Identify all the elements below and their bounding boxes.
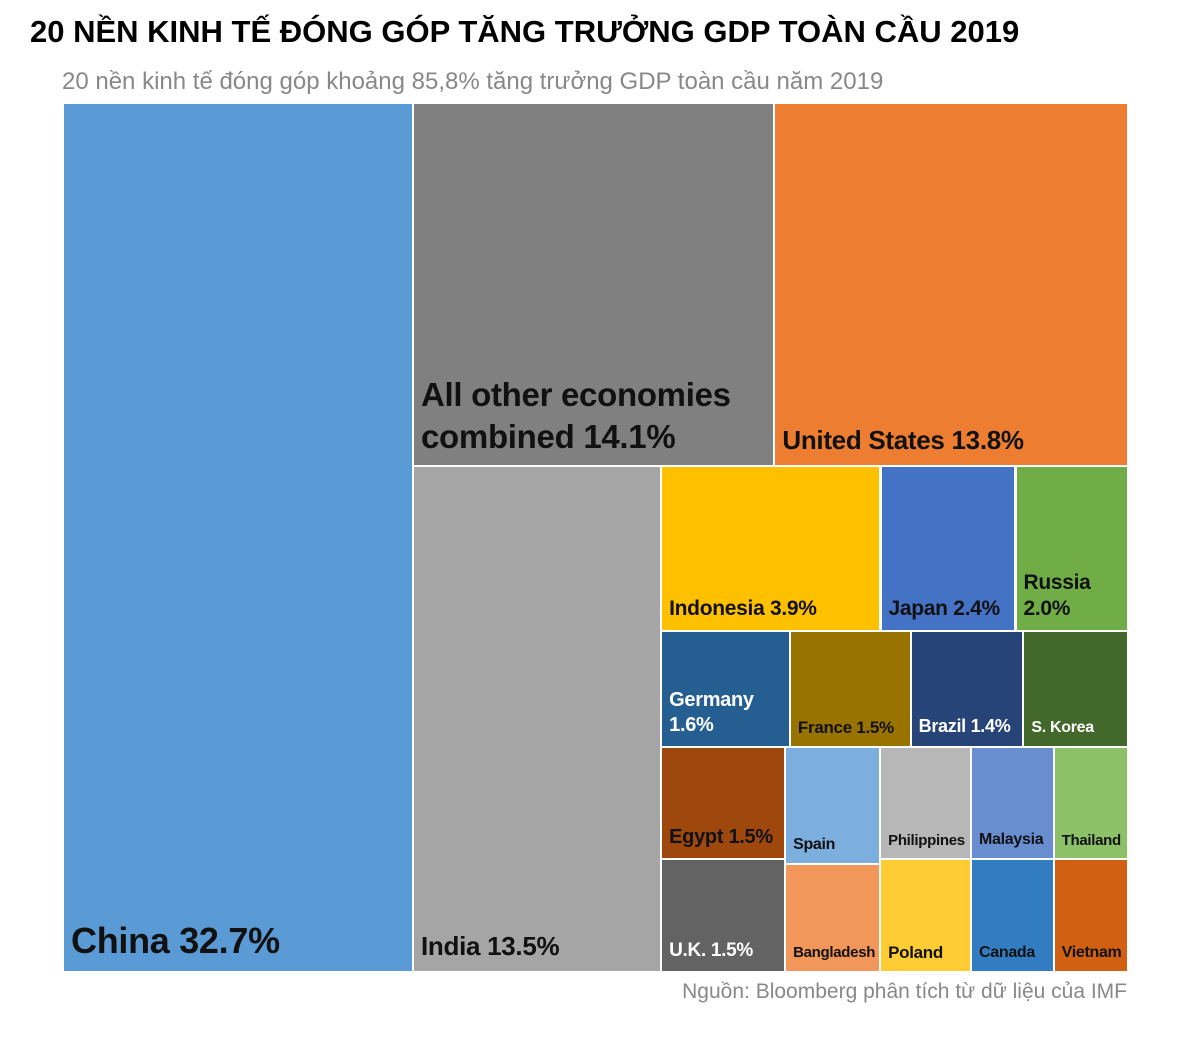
tile: United States 13.8% [775,104,1127,465]
tile: S. Korea [1024,632,1127,746]
tile-label: Malaysia [979,831,1044,849]
chart-subtitle: 20 nền kinh tế đóng góp khoảng 85,8% tăn… [62,68,884,95]
tile: Egypt 1.5% [662,747,785,859]
tile: Spain [786,747,880,864]
treemap: China 32.7% All other economies combined … [63,103,1128,972]
tile: Russia 2.0% [1016,466,1127,631]
tile-label: Japan 2.4% [888,597,1001,621]
tile: India 13.5% [414,466,661,971]
tile-label: Spain [793,836,836,854]
tile: Malaysia [972,747,1053,859]
tile: Poland [881,860,970,971]
tile-label: United States 13.8% [782,425,1024,456]
tile-label: Brazil 1.4% [918,716,1011,737]
source-note: Nguồn: Bloomberg phân tích từ dữ liệu củ… [682,980,1127,1003]
tile-label: Indonesia 3.9% [669,597,817,621]
tile-label: China 32.7% [71,920,280,961]
tile-label: Russia 2.0% [1023,570,1091,621]
tile-label: Bangladesh [793,944,876,962]
tile-label: India 13.5% [421,931,560,962]
tile-label: Thailand [1061,831,1122,849]
tile-label: All other economies combined 14.1% [421,376,731,455]
tile: Bangladesh [786,865,880,971]
tile: France 1.5% [790,632,910,746]
tile: Philippines [881,747,970,859]
tile-label: Philippines [888,831,965,849]
tile-label: Vietnam [1061,943,1122,961]
tile: Germany 1.6% [662,632,789,746]
tile: Vietnam [1054,860,1127,971]
tile-label: Canada [979,943,1035,961]
tile: Thailand [1054,747,1127,859]
tile: Canada [972,860,1053,971]
tile-label: Germany 1.6% [669,688,754,736]
tile-label: S. Korea [1031,718,1094,736]
tile: Japan 2.4% [881,466,1015,631]
tile-label: U.K. 1.5% [669,940,754,962]
tile-label: Egypt 1.5% [669,826,773,849]
tile: Brazil 1.4% [911,632,1023,746]
tile: China 32.7% [64,104,412,971]
chart-title: 20 NỀN KINH TẾ ĐÓNG GÓP TĂNG TRƯỞNG GDP … [30,14,1020,49]
tile-label: France 1.5% [797,717,894,737]
tile: Indonesia 3.9% [662,466,880,631]
tile-label: Poland [888,942,943,962]
tile: U.K. 1.5% [662,860,785,971]
tile: All other economies combined 14.1% [414,104,774,465]
